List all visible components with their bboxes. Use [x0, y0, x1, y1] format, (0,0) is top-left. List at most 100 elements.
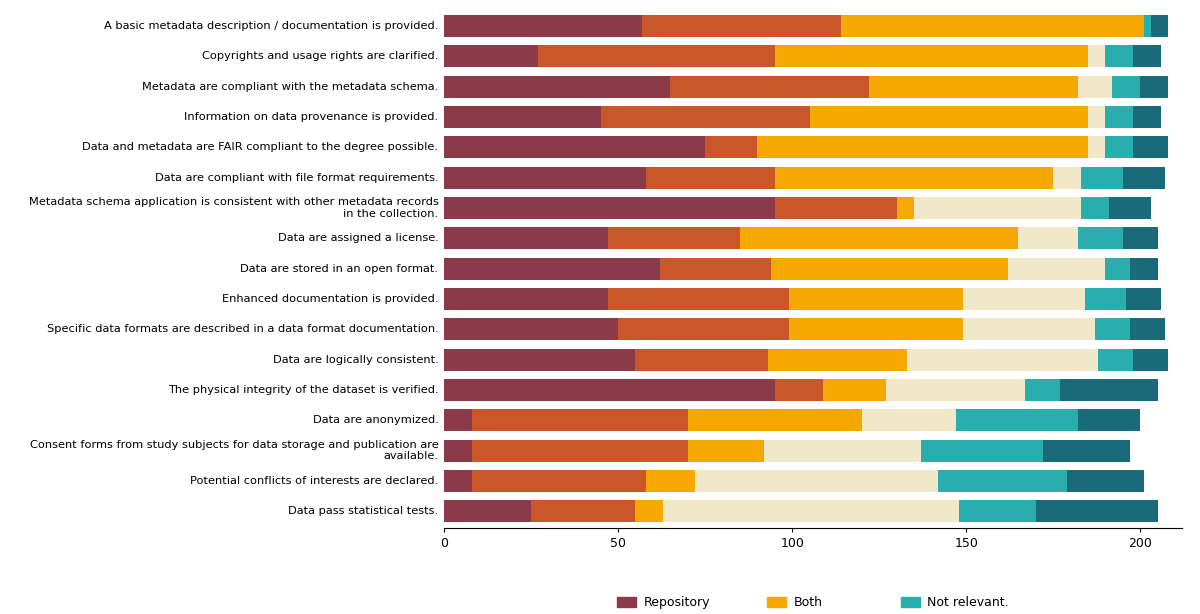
Bar — [1094, 319, 1129, 340]
Bar — [1144, 15, 1151, 37]
Bar — [788, 288, 962, 310]
Bar — [1112, 76, 1140, 98]
Bar — [642, 15, 841, 37]
Bar — [1081, 166, 1123, 188]
Bar — [775, 45, 1088, 67]
Bar — [1109, 197, 1151, 219]
Bar — [1123, 227, 1158, 249]
Bar — [896, 197, 914, 219]
Bar — [841, 15, 1144, 37]
Bar — [444, 258, 660, 279]
Bar — [472, 440, 688, 462]
Bar — [706, 136, 757, 158]
Bar — [1098, 349, 1133, 371]
Bar — [688, 440, 764, 462]
Bar — [646, 166, 775, 188]
Bar — [768, 349, 907, 371]
Bar — [444, 106, 601, 128]
Bar — [775, 197, 896, 219]
Legend: Repository, Data depositor, Both, Not applied., Not relevant., I don't know.: Repository, Data depositor, Both, Not ap… — [612, 591, 1014, 614]
Bar — [1088, 45, 1105, 67]
Bar — [1088, 106, 1105, 128]
Bar — [823, 379, 886, 401]
Bar — [1025, 379, 1060, 401]
Bar — [601, 106, 810, 128]
Bar — [938, 470, 1067, 492]
Bar — [772, 258, 1008, 279]
Bar — [538, 45, 775, 67]
Bar — [1140, 76, 1168, 98]
Bar — [1019, 227, 1078, 249]
Bar — [1105, 258, 1129, 279]
Bar — [1151, 15, 1168, 37]
Bar — [914, 197, 1081, 219]
Bar — [1078, 410, 1140, 431]
Bar — [444, 470, 472, 492]
Bar — [1133, 106, 1162, 128]
Bar — [636, 349, 768, 371]
Bar — [1054, 166, 1081, 188]
Bar — [775, 166, 1054, 188]
Bar — [444, 15, 642, 37]
Bar — [607, 288, 788, 310]
Bar — [444, 319, 618, 340]
Bar — [1129, 319, 1164, 340]
Bar — [1105, 106, 1133, 128]
Bar — [1008, 258, 1105, 279]
Bar — [618, 319, 788, 340]
Bar — [788, 319, 962, 340]
Bar — [688, 410, 862, 431]
Bar — [1078, 227, 1123, 249]
Bar — [444, 166, 646, 188]
Bar — [869, 76, 1078, 98]
Bar — [607, 227, 740, 249]
Bar — [1043, 440, 1129, 462]
Bar — [660, 258, 772, 279]
Bar — [1127, 288, 1162, 310]
Bar — [1060, 379, 1158, 401]
Bar — [862, 410, 955, 431]
Bar — [959, 500, 1036, 523]
Bar — [1105, 136, 1133, 158]
Bar — [1133, 45, 1162, 67]
Bar — [472, 410, 688, 431]
Bar — [1105, 45, 1133, 67]
Bar — [962, 319, 1094, 340]
Bar — [444, 76, 671, 98]
Bar — [1129, 258, 1158, 279]
Bar — [646, 470, 695, 492]
Bar — [636, 500, 664, 523]
Bar — [1133, 136, 1168, 158]
Bar — [810, 106, 1088, 128]
Bar — [1133, 349, 1168, 371]
Bar — [695, 470, 938, 492]
Bar — [444, 197, 775, 219]
Bar — [444, 410, 472, 431]
Bar — [1088, 136, 1105, 158]
Bar — [1081, 197, 1109, 219]
Bar — [907, 349, 1098, 371]
Bar — [757, 136, 1088, 158]
Bar — [671, 76, 869, 98]
Bar — [444, 136, 706, 158]
Bar — [775, 379, 823, 401]
Bar — [1123, 166, 1164, 188]
Bar — [444, 45, 538, 67]
Bar — [955, 410, 1078, 431]
Bar — [472, 470, 646, 492]
Bar — [1085, 288, 1127, 310]
Bar — [532, 500, 636, 523]
Bar — [444, 440, 472, 462]
Bar — [764, 440, 920, 462]
Bar — [444, 349, 636, 371]
Bar — [1036, 500, 1158, 523]
Bar — [1078, 76, 1112, 98]
Bar — [444, 379, 775, 401]
Bar — [1067, 470, 1144, 492]
Bar — [664, 500, 959, 523]
Bar — [962, 288, 1085, 310]
Bar — [444, 227, 607, 249]
Bar — [920, 440, 1043, 462]
Bar — [886, 379, 1025, 401]
Bar — [740, 227, 1019, 249]
